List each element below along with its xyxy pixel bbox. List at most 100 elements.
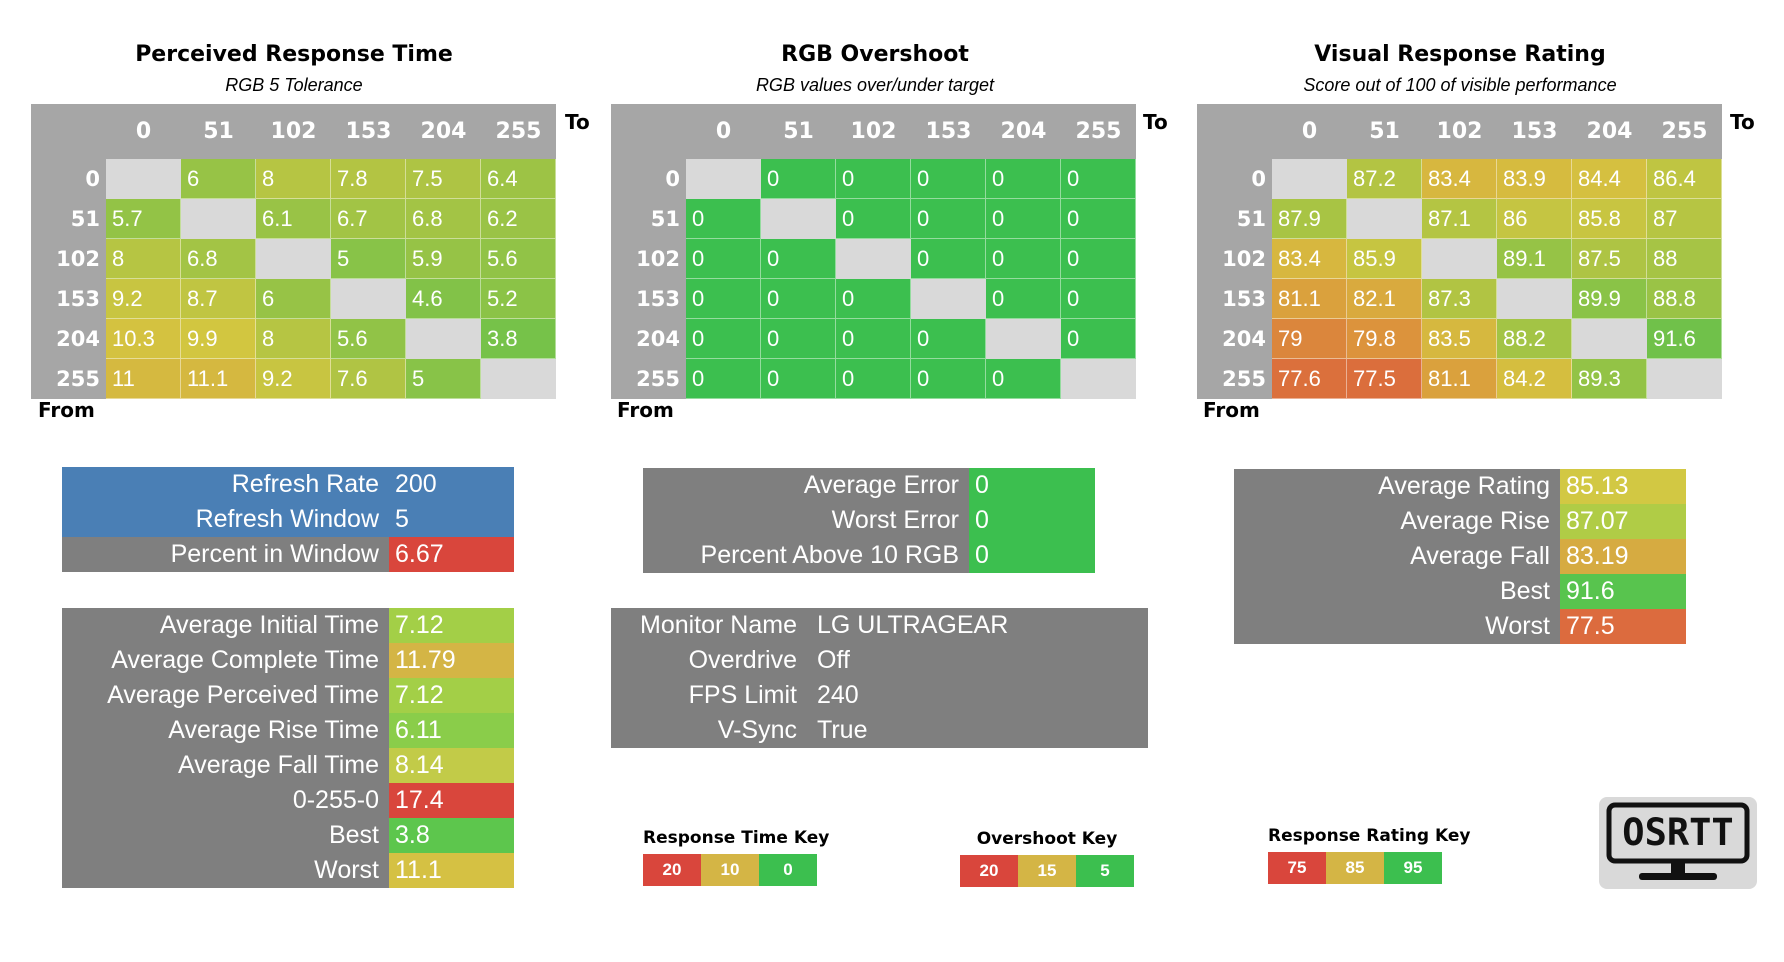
stat-value: 11.1 (389, 853, 514, 888)
key-swatch: 95 (1384, 852, 1442, 884)
stat-label: Average Initial Time (62, 608, 389, 643)
heatmap-cell: 81.1 (1272, 279, 1347, 319)
stat-label: Monitor Name (611, 608, 811, 643)
heatmap-2-title: RGB Overshoot (781, 42, 969, 67)
heatmap-cell: 6.8 (406, 199, 481, 239)
refresh-rate-panel: Refresh Rate 200 Refresh Window 5 Percent in… (62, 467, 514, 572)
column-header: 153 (331, 104, 406, 159)
stat-label: 0-255-0 (62, 783, 389, 818)
stat-value: 0 (969, 538, 1095, 573)
heatmap-cell: 87.3 (1422, 279, 1497, 319)
monitor-info-panel: Monitor Name LG ULTRAGEAR Overdrive Off FPS … (611, 608, 1148, 748)
row-header: 0 (611, 159, 686, 199)
column-header: 153 (1497, 104, 1572, 159)
row-header: 255 (1197, 359, 1272, 399)
heatmap-cell: 11 (106, 359, 181, 399)
heatmap-cell: 81.1 (1422, 359, 1497, 399)
heatmap-cell: 6.2 (481, 199, 556, 239)
heatmap-1-from-label: From (38, 398, 95, 422)
heatmap-cell: 85.8 (1572, 199, 1647, 239)
heatmap-cell: 87.1 (1422, 199, 1497, 239)
column-header: 255 (1647, 104, 1722, 159)
row-header: 153 (31, 279, 106, 319)
heatmap-cell: 0 (836, 159, 911, 199)
heatmap-cell: 0 (911, 239, 986, 279)
key-swatches: 75 85 95 (1268, 852, 1470, 884)
heatmap-cell: 10.3 (106, 319, 181, 359)
key-swatch: 85 (1326, 852, 1384, 884)
stat-label: Percent Above 10 RGB (643, 538, 969, 573)
key-swatch: 5 (1076, 855, 1134, 887)
stat-value: 7.12 (389, 678, 514, 713)
heatmap-cell: 5.2 (481, 279, 556, 319)
heatmap-2-subtitle: RGB values over/under target (755, 75, 995, 95)
heatmap-cell: 0 (1061, 159, 1136, 199)
response-time-key: Response Time Key 20 10 0 (643, 828, 829, 886)
heatmap-cell: 8 (256, 319, 331, 359)
row-header: 51 (31, 199, 106, 239)
key-title: Response Rating Key (1268, 826, 1471, 846)
row-header: 255 (611, 359, 686, 399)
diagonal-cell (836, 239, 911, 279)
heatmap-corner (31, 104, 106, 159)
row-header: 204 (611, 319, 686, 359)
heatmap-cell: 0 (911, 319, 986, 359)
heatmap-cell: 88.2 (1497, 319, 1572, 359)
heatmap-cell: 5 (331, 239, 406, 279)
heatmap-cell: 0 (1061, 319, 1136, 359)
stat-label: Best (1234, 574, 1560, 609)
stat-label: Average Rise (1234, 504, 1560, 539)
heatmap-cell: 87.5 (1572, 239, 1647, 279)
heatmap-cell: 11.1 (181, 359, 256, 399)
key-swatches: 20 10 0 (643, 854, 829, 886)
stat-value: 83.19 (1560, 539, 1686, 574)
heatmap-3-title: Visual Response Rating (1314, 42, 1606, 67)
heatmap-cell: 79 (1272, 319, 1347, 359)
column-header: 0 (1272, 104, 1347, 159)
stat-label: FPS Limit (611, 678, 811, 713)
stat-label: Average Error (643, 468, 969, 503)
column-header: 153 (911, 104, 986, 159)
stat-label: Refresh Window (62, 502, 389, 537)
key-swatch: 20 (960, 855, 1018, 887)
key-swatch: 75 (1268, 852, 1326, 884)
stat-label: Average Complete Time (62, 643, 389, 678)
heatmap-cell: 5.7 (106, 199, 181, 239)
row-header: 153 (1197, 279, 1272, 319)
heatmap-cell: 0 (1061, 199, 1136, 239)
heatmap-cell: 0 (836, 199, 911, 239)
heatmap-cell: 91.6 (1647, 319, 1722, 359)
column-header: 102 (1422, 104, 1497, 159)
heatmap-cell: 79.8 (1347, 319, 1422, 359)
heatmap-3-to-label: To (1730, 110, 1755, 134)
row-header: 51 (1197, 199, 1272, 239)
response-rating-key: Response Rating Key 75 85 95 (1268, 826, 1470, 884)
response-times-panel: Average Initial Time 7.12 Average Complete… (62, 608, 514, 888)
stat-value: 77.5 (1560, 609, 1686, 644)
diagonal-cell (331, 279, 406, 319)
heatmap-cell: 5 (406, 359, 481, 399)
column-header: 204 (1572, 104, 1647, 159)
key-swatch: 20 (643, 854, 701, 886)
stat-value: True (811, 713, 1148, 748)
visual-response-rating-heatmap: 0 51 102 153 204 255 0 87.2 83.4 83.9 84.4 86.4 51 87… (1197, 104, 1722, 399)
monitor-icon: OSRTT (1606, 802, 1750, 880)
stat-label: Best (62, 818, 389, 853)
heatmap-cell: 6.4 (481, 159, 556, 199)
stat-label: Average Fall (1234, 539, 1560, 574)
stat-label: Average Rating (1234, 469, 1560, 504)
diagonal-cell (406, 319, 481, 359)
heatmap-cell: 82.1 (1347, 279, 1422, 319)
heatmap-cell: 87.2 (1347, 159, 1422, 199)
stat-value: 5 (389, 502, 514, 537)
stat-value: 87.07 (1560, 504, 1686, 539)
stat-label: Average Rise Time (62, 713, 389, 748)
stat-label: V-Sync (611, 713, 811, 748)
column-header: 204 (986, 104, 1061, 159)
column-header: 102 (836, 104, 911, 159)
stat-value: 240 (811, 678, 1148, 713)
key-swatches: 20 15 5 (960, 855, 1134, 887)
osrtt-logo-text: OSRTT (1622, 811, 1733, 854)
rgb-overshoot-heatmap: 0 51 102 153 204 255 0 0 0 0 0 0 51 0 0 0 0 0 102 0 0 0 0 0 153 0… (611, 104, 1136, 399)
column-header: 51 (1347, 104, 1422, 159)
